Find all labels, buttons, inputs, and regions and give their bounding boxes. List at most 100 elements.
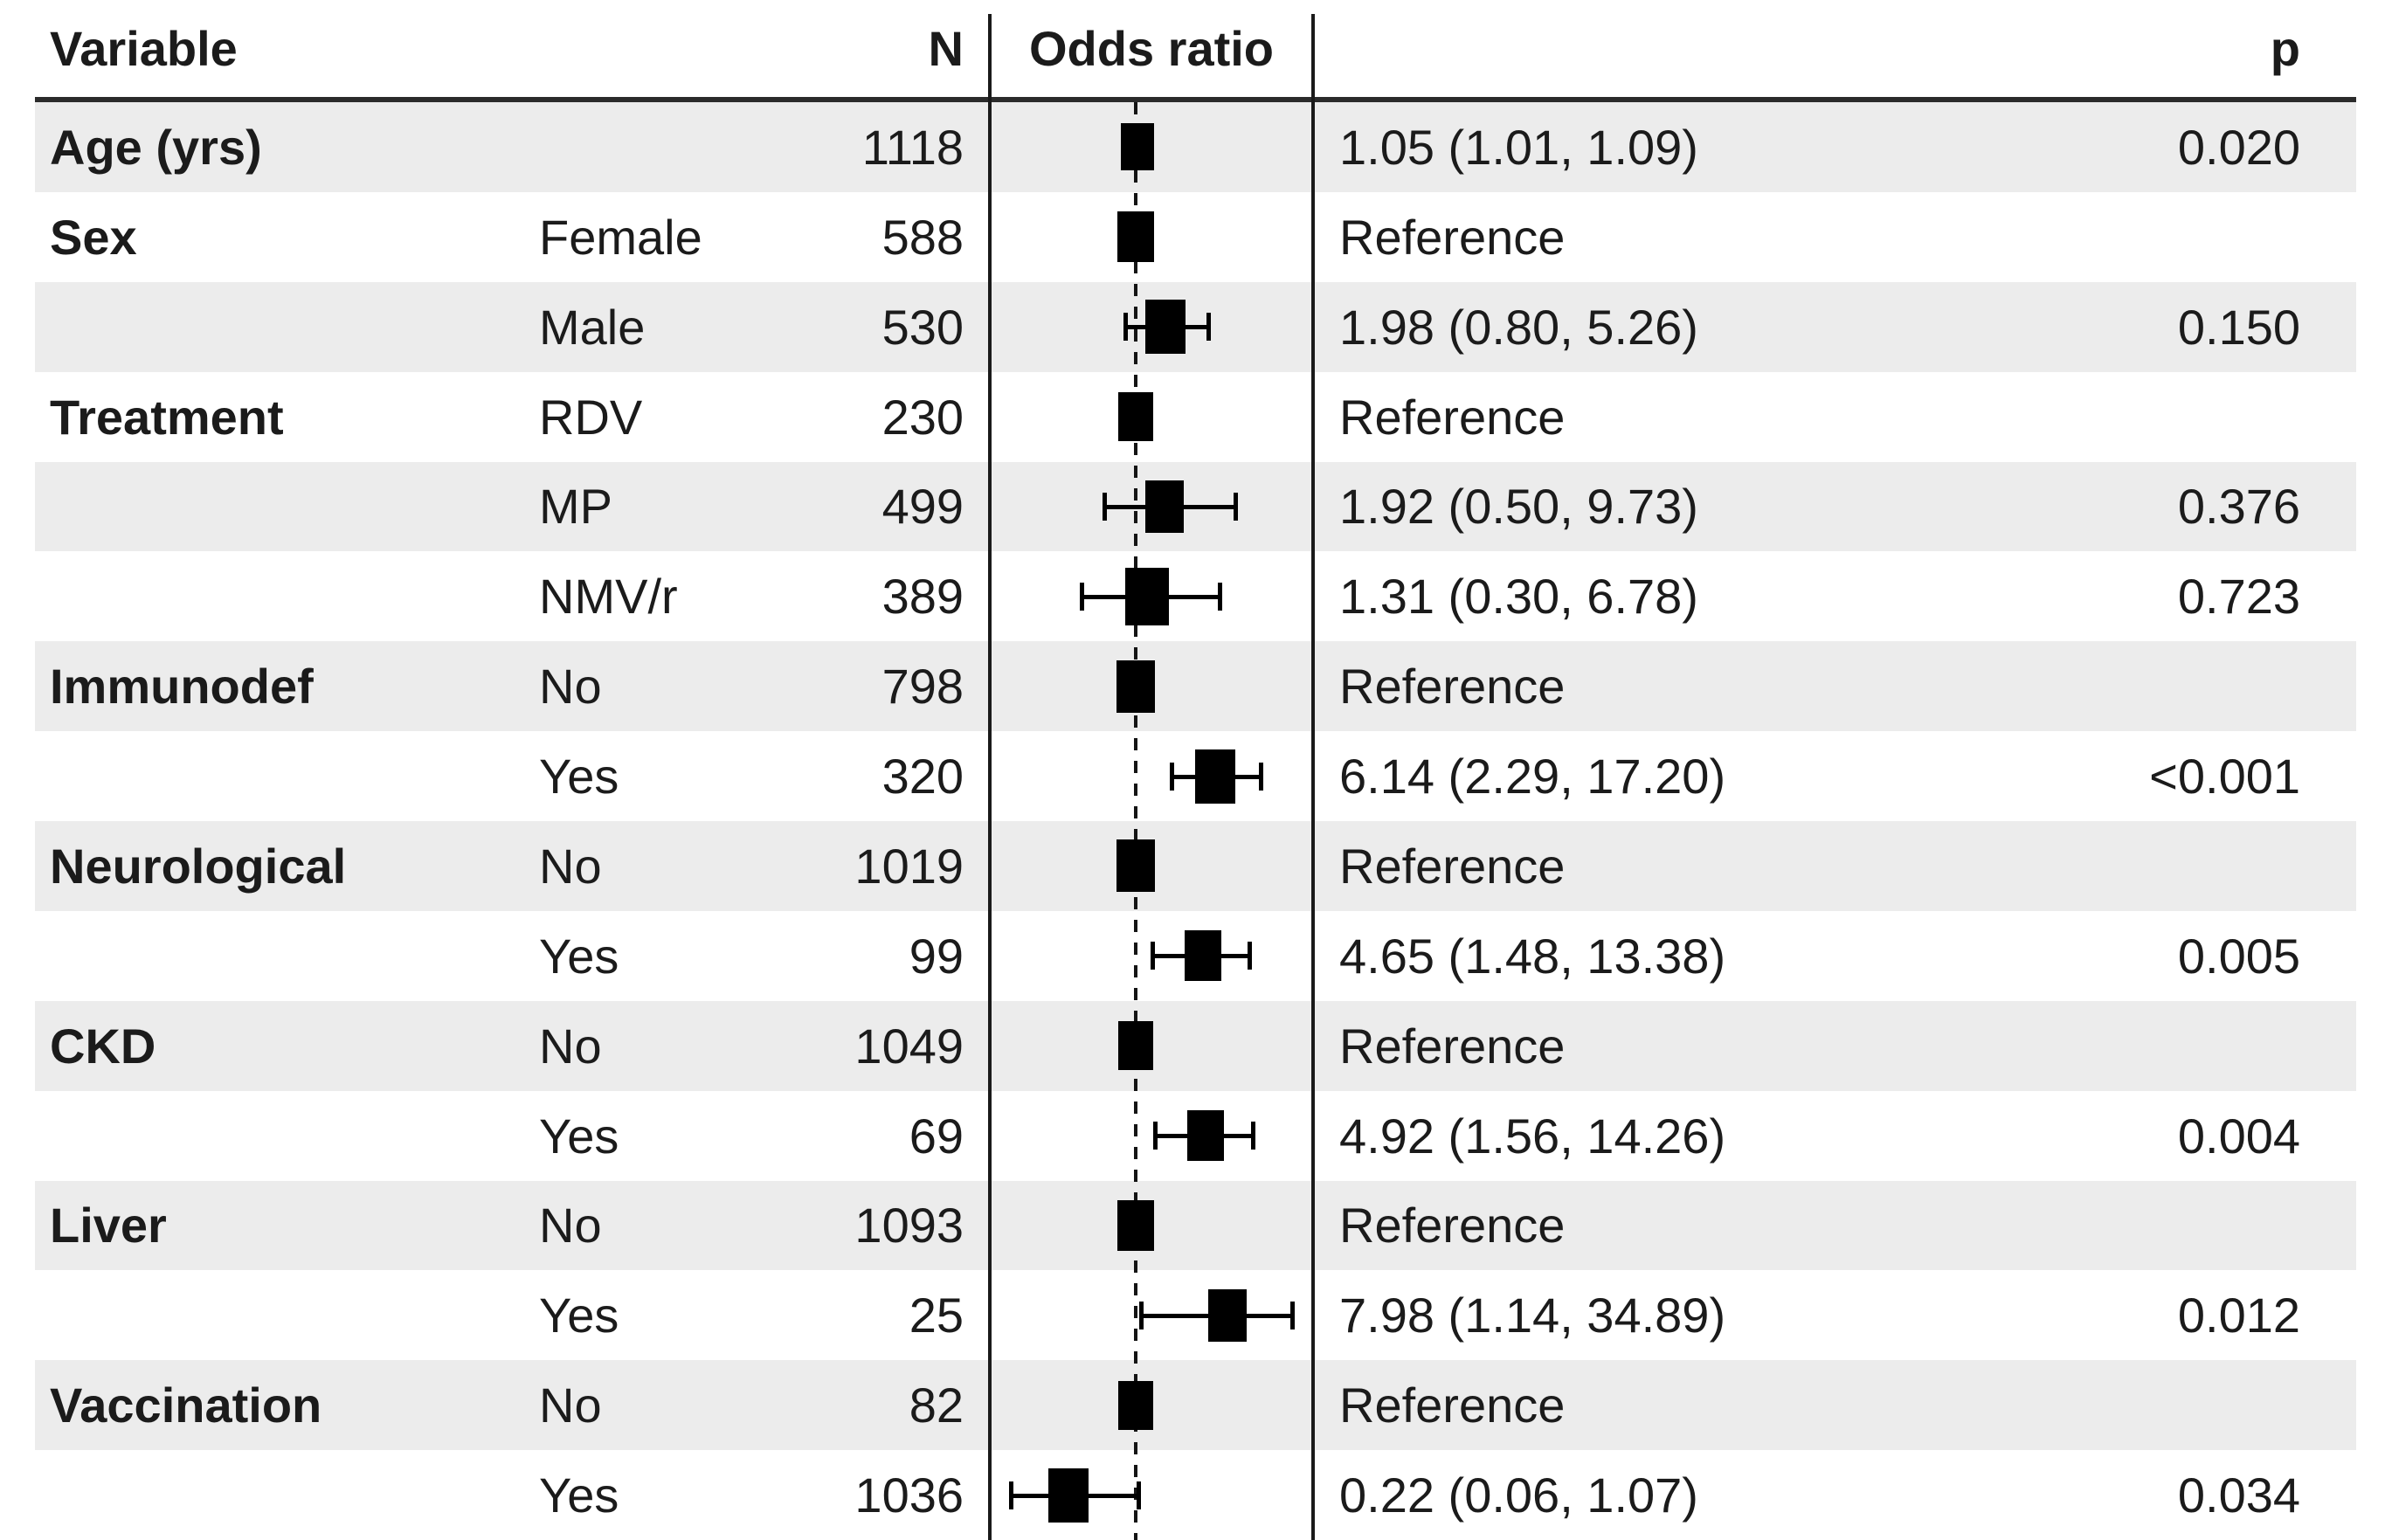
table-row: Immunodef No 798 Reference — [35, 641, 2356, 732]
estimate-value: 0.22 (0.06, 1.07) — [1339, 1467, 1698, 1523]
estimate-value: 1.98 (0.80, 5.26) — [1339, 299, 1698, 355]
p-value: 0.723 — [2177, 569, 2300, 625]
variable-label: Treatment — [50, 389, 284, 445]
n-value: 320 — [881, 749, 964, 805]
ci-whisker-cap — [1136, 1481, 1141, 1509]
or-marker — [1207, 1288, 1247, 1342]
p-value — [2038, 821, 2300, 911]
ci-whisker-cap — [1259, 762, 1264, 791]
p-value: 0.005 — [2177, 928, 2300, 984]
or-marker — [1195, 749, 1236, 804]
or-plot-cell — [990, 1450, 1313, 1540]
or-plot-cell — [990, 641, 1313, 731]
or-marker — [1116, 1199, 1154, 1251]
or-plot-cell — [990, 102, 1313, 192]
estimate-value: 4.92 (1.56, 14.26) — [1339, 1108, 1726, 1164]
p-value: 0.376 — [2177, 479, 2300, 535]
p-value — [2038, 192, 2300, 282]
ci-whisker-cap — [1234, 492, 1239, 521]
or-marker — [1145, 300, 1186, 355]
variable-label: Neurological — [50, 838, 347, 894]
estimate-value: Reference — [1339, 1018, 1566, 1074]
ci-whisker-cap — [1080, 582, 1085, 611]
table-row: Male 530 1.98 (0.80, 5.26) 0.150 — [35, 281, 2356, 372]
column-header-variable: Variable — [50, 21, 238, 76]
table-row: Vaccination No 82 Reference — [35, 1360, 2356, 1451]
table-row: Neurological No 1019 Reference — [35, 821, 2356, 911]
p-value — [2038, 372, 2300, 462]
or-marker — [1117, 1021, 1153, 1071]
variable-label: Vaccination — [50, 1378, 322, 1433]
subgroup-label: Yes — [539, 749, 619, 805]
or-marker — [1117, 1380, 1153, 1430]
n-value: 1093 — [854, 1198, 964, 1253]
or-plot-cell — [990, 1270, 1313, 1360]
or-plot-cell — [990, 1091, 1313, 1181]
column-header-p: p — [2270, 21, 2300, 76]
subgroup-label: Yes — [539, 1108, 619, 1164]
subgroup-label: Female — [539, 209, 702, 265]
variable-label: Sex — [50, 209, 137, 265]
p-value: 0.150 — [2177, 299, 2300, 355]
variable-label: Age (yrs) — [50, 119, 262, 175]
subgroup-label: Yes — [539, 1288, 619, 1343]
or-marker — [1048, 1467, 1089, 1523]
estimate-value: 4.65 (1.48, 13.38) — [1339, 928, 1726, 984]
table-row: Age (yrs) 1118 1.05 (1.01, 1.09) 0.020 — [35, 102, 2356, 192]
p-value — [2038, 1360, 2300, 1450]
or-plot-cell — [990, 282, 1313, 372]
column-divider-line-right — [1311, 14, 1315, 1540]
table-row: MP 499 1.92 (0.50, 9.73) 0.376 — [35, 461, 2356, 552]
n-value: 389 — [881, 569, 964, 625]
ci-whisker-cap — [1152, 1122, 1158, 1150]
or-plot-cell — [990, 821, 1313, 911]
ci-whisker-cap — [1103, 492, 1108, 521]
variable-label: Immunodef — [50, 659, 314, 715]
table-row: Yes 320 6.14 (2.29, 17.20) <0.001 — [35, 731, 2356, 821]
n-value: 499 — [881, 479, 964, 535]
p-value: 0.012 — [2177, 1288, 2300, 1343]
table-row: NMV/r 389 1.31 (0.30, 6.78) 0.723 — [35, 551, 2356, 641]
or-marker — [1185, 930, 1222, 982]
or-marker — [1117, 392, 1153, 442]
subgroup-label: No — [539, 1198, 602, 1253]
header-divider-rule — [35, 97, 2356, 102]
subgroup-label: No — [539, 838, 602, 894]
estimate-value: Reference — [1339, 838, 1566, 894]
p-value: 0.020 — [2177, 119, 2300, 175]
reference-line-or-1 — [1133, 102, 1137, 1540]
ci-whisker-cap — [1151, 942, 1156, 970]
n-value: 1049 — [854, 1018, 964, 1074]
subgroup-label: MP — [539, 479, 612, 535]
or-marker — [1187, 1110, 1225, 1162]
p-value — [2038, 1001, 2300, 1091]
or-marker — [1121, 123, 1155, 171]
table-row: Yes 25 7.98 (1.14, 34.89) 0.012 — [35, 1270, 2356, 1360]
table-row: Treatment RDV 230 Reference — [35, 372, 2356, 462]
or-marker — [1116, 660, 1155, 713]
n-value: 1036 — [854, 1467, 964, 1523]
column-divider-line-left — [988, 14, 992, 1540]
table-row: Yes 69 4.92 (1.56, 14.26) 0.004 — [35, 1091, 2356, 1181]
or-marker — [1125, 567, 1170, 625]
ci-whisker-cap — [1138, 1301, 1144, 1329]
estimate-value: 1.31 (0.30, 6.78) — [1339, 569, 1698, 625]
n-value: 1019 — [854, 838, 964, 894]
variable-label: Liver — [50, 1198, 167, 1253]
or-marker — [1144, 480, 1184, 533]
or-plot-cell — [990, 731, 1313, 821]
ci-whisker-cap — [1218, 582, 1222, 611]
or-plot-cell — [990, 1360, 1313, 1450]
estimate-value: Reference — [1339, 1378, 1566, 1433]
p-value: 0.034 — [2177, 1467, 2300, 1523]
ci-whisker-cap — [1248, 942, 1253, 970]
or-marker — [1116, 211, 1154, 263]
n-value: 69 — [909, 1108, 964, 1164]
n-value: 82 — [909, 1378, 964, 1433]
p-value: <0.001 — [2149, 749, 2300, 805]
or-plot-cell — [990, 192, 1313, 282]
or-plot-cell — [990, 1001, 1313, 1091]
subgroup-label: No — [539, 1378, 602, 1433]
n-value: 230 — [881, 389, 964, 445]
or-plot-cell — [990, 911, 1313, 1001]
